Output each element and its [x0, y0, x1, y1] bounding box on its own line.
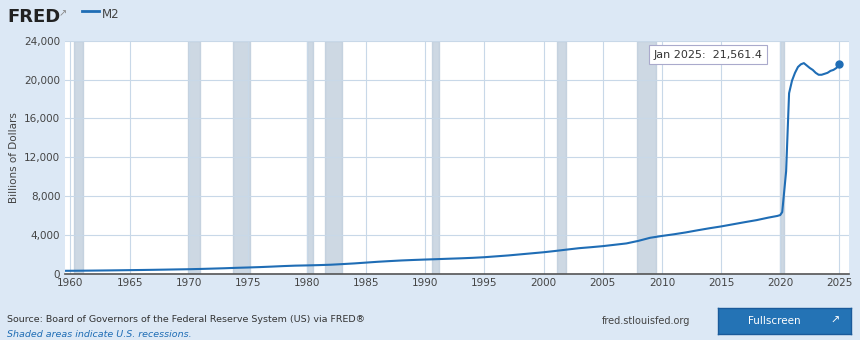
Y-axis label: Billions of Dollars: Billions of Dollars: [9, 112, 19, 203]
Text: FRED: FRED: [7, 8, 60, 27]
Bar: [307, 41, 313, 274]
Text: M2: M2: [101, 8, 119, 21]
Bar: [187, 41, 200, 274]
Bar: [325, 41, 341, 274]
Bar: [233, 41, 250, 274]
Text: ↗: ↗: [58, 8, 66, 18]
Text: Jan 2025:  21,561.4: Jan 2025: 21,561.4: [654, 50, 763, 59]
Text: Fullscreen: Fullscreen: [748, 316, 801, 326]
Text: fred.stlouisfed.org: fred.stlouisfed.org: [602, 316, 691, 326]
Bar: [780, 41, 784, 274]
Text: ↗: ↗: [831, 316, 840, 326]
Bar: [433, 41, 439, 274]
Bar: [637, 41, 656, 274]
Bar: [74, 41, 83, 274]
Text: Shaded areas indicate U.S. recessions.: Shaded areas indicate U.S. recessions.: [7, 330, 192, 339]
Text: Source: Board of Governors of the Federal Reserve System (US) via FRED®: Source: Board of Governors of the Federa…: [7, 314, 365, 323]
Bar: [557, 41, 567, 274]
